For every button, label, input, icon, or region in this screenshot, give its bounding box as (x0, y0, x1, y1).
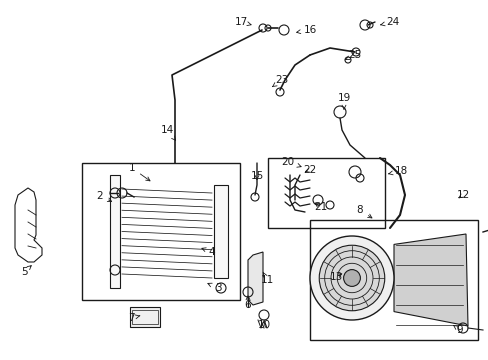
Text: 17: 17 (234, 17, 251, 27)
Text: 12: 12 (455, 190, 468, 200)
Text: 22: 22 (303, 165, 316, 175)
Text: 2: 2 (97, 191, 111, 202)
Text: 9: 9 (453, 325, 462, 335)
Text: 25: 25 (345, 50, 361, 60)
Bar (132, 310, 158, 324)
Text: 10: 10 (257, 320, 270, 330)
Text: 24: 24 (380, 17, 399, 27)
Text: 20: 20 (281, 157, 301, 167)
Text: 1: 1 (128, 163, 150, 181)
Circle shape (319, 245, 384, 311)
Text: 3: 3 (207, 283, 221, 293)
Text: 16: 16 (296, 25, 316, 35)
Bar (82, 163, 240, 300)
Bar (110, 175, 120, 288)
Bar (214, 185, 227, 278)
Bar (130, 307, 160, 327)
Bar (309, 220, 477, 340)
Text: 6: 6 (244, 296, 251, 310)
Text: 13: 13 (329, 272, 342, 282)
Text: 8: 8 (356, 205, 371, 218)
Text: 21: 21 (314, 202, 327, 212)
Polygon shape (247, 252, 263, 305)
Text: 23: 23 (272, 75, 288, 87)
Text: 11: 11 (260, 272, 273, 285)
Text: 18: 18 (388, 166, 407, 176)
Circle shape (343, 270, 360, 287)
Text: 15: 15 (250, 171, 263, 181)
Text: 4: 4 (202, 247, 215, 257)
Text: 7: 7 (127, 313, 140, 323)
Text: 14: 14 (160, 125, 175, 140)
Text: 19: 19 (337, 93, 350, 109)
Circle shape (309, 236, 393, 320)
Bar (267, 158, 384, 228)
Text: 5: 5 (20, 266, 31, 277)
Polygon shape (393, 234, 467, 326)
